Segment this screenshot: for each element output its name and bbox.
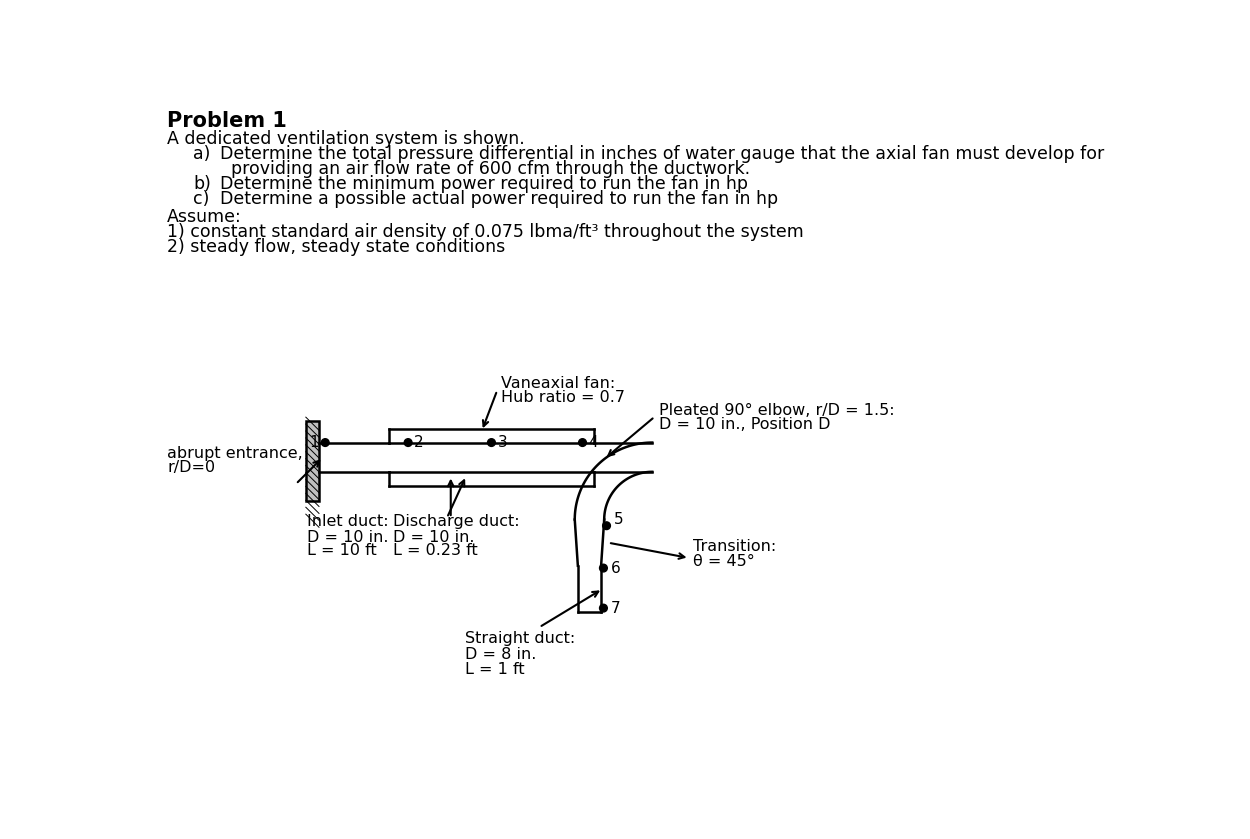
Text: D = 10 in.: D = 10 in. bbox=[308, 529, 389, 545]
Polygon shape bbox=[306, 421, 319, 501]
Text: Straight duct:: Straight duct: bbox=[465, 631, 576, 646]
Circle shape bbox=[602, 522, 610, 529]
Circle shape bbox=[488, 439, 495, 446]
Text: Inlet duct:: Inlet duct: bbox=[308, 514, 389, 529]
Text: 7: 7 bbox=[611, 601, 621, 616]
Circle shape bbox=[321, 439, 329, 446]
Text: 6: 6 bbox=[611, 560, 621, 576]
Text: Problem 1: Problem 1 bbox=[168, 112, 288, 132]
Text: A dedicated ventilation system is shown.: A dedicated ventilation system is shown. bbox=[168, 130, 525, 148]
Text: a): a) bbox=[194, 145, 211, 164]
Text: 1) constant standard air density of 0.075 lbma/ft³ throughout the system: 1) constant standard air density of 0.07… bbox=[168, 223, 804, 241]
Circle shape bbox=[579, 439, 586, 446]
Circle shape bbox=[600, 604, 608, 612]
Text: Determine the total pressure differential in inches of water gauge that the axia: Determine the total pressure differentia… bbox=[220, 145, 1104, 164]
Text: Pleated 90° elbow, r/D = 1.5:: Pleated 90° elbow, r/D = 1.5: bbox=[659, 403, 894, 418]
Text: b): b) bbox=[194, 175, 211, 193]
Text: 1: 1 bbox=[310, 435, 319, 450]
Circle shape bbox=[404, 439, 412, 446]
Text: Discharge duct:: Discharge duct: bbox=[392, 514, 519, 529]
Text: r/D=0: r/D=0 bbox=[168, 461, 215, 475]
Text: L = 0.23 ft: L = 0.23 ft bbox=[392, 544, 478, 559]
Text: c): c) bbox=[194, 190, 210, 208]
Text: D = 10 in.: D = 10 in. bbox=[392, 529, 474, 545]
Text: L = 10 ft: L = 10 ft bbox=[308, 544, 378, 559]
Text: Assume:: Assume: bbox=[168, 208, 241, 227]
Text: 2) steady flow, steady state conditions: 2) steady flow, steady state conditions bbox=[168, 237, 505, 256]
Text: D = 10 in., Position D: D = 10 in., Position D bbox=[659, 417, 830, 431]
Text: 5: 5 bbox=[614, 512, 624, 527]
Text: 4: 4 bbox=[589, 435, 599, 450]
Text: D = 8 in.: D = 8 in. bbox=[465, 647, 536, 662]
Circle shape bbox=[600, 564, 608, 572]
Text: L = 1 ft: L = 1 ft bbox=[465, 662, 525, 677]
Text: θ = 45°: θ = 45° bbox=[694, 555, 755, 569]
Text: abrupt entrance,: abrupt entrance, bbox=[168, 446, 302, 461]
Text: Transition:: Transition: bbox=[694, 539, 776, 554]
Text: providing an air flow rate of 600 cfm through the ductwork.: providing an air flow rate of 600 cfm th… bbox=[231, 160, 750, 178]
Text: Determine a possible actual power required to run the fan in hp: Determine a possible actual power requir… bbox=[220, 190, 778, 208]
Text: 2: 2 bbox=[414, 435, 424, 450]
Text: Vaneaxial fan:: Vaneaxial fan: bbox=[501, 377, 615, 391]
Text: Determine the minimum power required to run the fan in hp: Determine the minimum power required to … bbox=[220, 175, 748, 193]
Text: 3: 3 bbox=[498, 435, 508, 450]
Text: Hub ratio = 0.7: Hub ratio = 0.7 bbox=[501, 390, 625, 405]
